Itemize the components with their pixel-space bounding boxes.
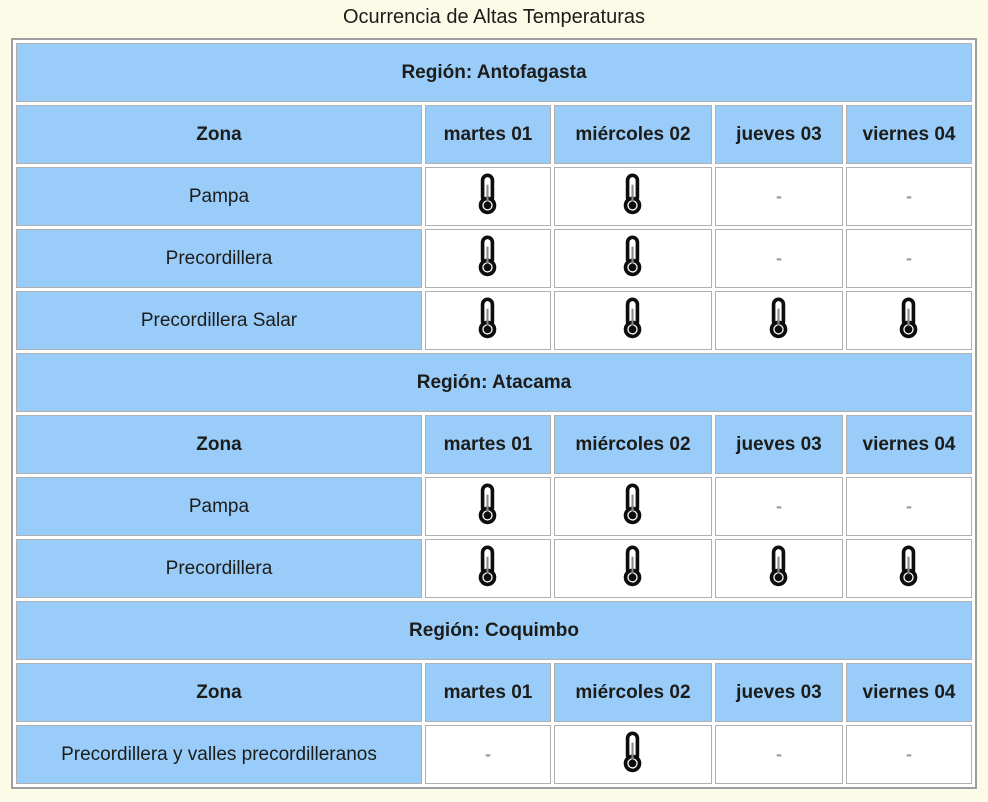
day-header-row: Zona martes 01 miércoles 02 jueves 03 vierne…	[15, 105, 973, 164]
empty-dash: -	[775, 743, 782, 764]
thermometer-icon	[618, 235, 647, 283]
zone-row: Pampa - -	[15, 167, 973, 226]
empty-dash: -	[905, 185, 912, 206]
zone-name-cell: Pampa	[15, 477, 422, 536]
day-value-cell	[424, 167, 551, 226]
day-column-header: jueves 03	[714, 415, 843, 474]
zone-column-header: Zona	[15, 415, 422, 474]
day-value-cell	[845, 291, 973, 350]
day-value-cell: -	[714, 167, 843, 226]
region-header-row: Región: Antofagasta	[15, 43, 973, 102]
region-header: Región: Atacama	[15, 353, 973, 412]
thermometer-icon	[618, 731, 647, 779]
day-column-header: martes 01	[424, 105, 551, 164]
zone-row: Precordillera Salar	[15, 291, 973, 350]
zone-column-header: Zona	[15, 105, 422, 164]
day-column-header: viernes 04	[845, 415, 973, 474]
day-value-cell	[424, 229, 551, 288]
thermometer-icon	[618, 297, 647, 345]
region-header: Región: Coquimbo	[15, 601, 973, 660]
zone-name-cell: Pampa	[15, 167, 422, 226]
day-value-cell	[424, 477, 551, 536]
zone-name-cell: Precordillera y valles precordilleranos	[15, 725, 422, 784]
day-value-cell	[553, 167, 712, 226]
empty-dash: -	[775, 495, 782, 516]
zone-row: Pampa - -	[15, 477, 973, 536]
day-value-cell	[553, 229, 712, 288]
day-value-cell: -	[714, 229, 843, 288]
thermometer-icon	[764, 297, 793, 345]
day-header-row: Zona martes 01 miércoles 02 jueves 03 vierne…	[15, 663, 973, 722]
day-header-row: Zona martes 01 miércoles 02 jueves 03 vierne…	[15, 415, 973, 474]
day-value-cell: -	[845, 477, 973, 536]
day-column-header: viernes 04	[845, 663, 973, 722]
day-value-cell	[714, 539, 843, 598]
day-value-cell: -	[845, 167, 973, 226]
day-column-header: miércoles 02	[553, 663, 712, 722]
zone-row: Precordillera	[15, 539, 973, 598]
region-header-row: Región: Coquimbo	[15, 601, 973, 660]
day-value-cell: -	[845, 725, 973, 784]
day-value-cell	[424, 539, 551, 598]
day-value-cell	[553, 477, 712, 536]
day-column-header: miércoles 02	[553, 105, 712, 164]
zone-column-header: Zona	[15, 663, 422, 722]
empty-dash: -	[775, 185, 782, 206]
day-value-cell	[553, 539, 712, 598]
day-column-header: viernes 04	[845, 105, 973, 164]
thermometer-icon	[894, 545, 923, 593]
temperature-table: Región: Antofagasta Zona martes 01 miércole…	[10, 38, 978, 789]
day-column-header: jueves 03	[714, 105, 843, 164]
empty-dash: -	[484, 743, 491, 764]
thermometer-icon	[473, 545, 502, 593]
day-value-cell: -	[424, 725, 551, 784]
empty-dash: -	[775, 247, 782, 268]
zone-name-cell: Precordillera Salar	[15, 291, 422, 350]
zone-row: Precordillera - -	[15, 229, 973, 288]
day-value-cell: -	[714, 477, 843, 536]
region-header-row: Región: Atacama	[15, 353, 973, 412]
thermometer-icon	[618, 483, 647, 531]
zone-name-cell: Precordillera	[15, 539, 422, 598]
day-value-cell	[714, 291, 843, 350]
thermometer-icon	[473, 483, 502, 531]
thermometer-icon	[618, 545, 647, 593]
day-column-header: martes 01	[424, 663, 551, 722]
day-value-cell	[424, 291, 551, 350]
day-value-cell	[845, 539, 973, 598]
region-header: Región: Antofagasta	[15, 43, 973, 102]
empty-dash: -	[905, 743, 912, 764]
empty-dash: -	[905, 247, 912, 268]
thermometer-icon	[618, 173, 647, 221]
day-value-cell	[553, 725, 712, 784]
day-value-cell	[553, 291, 712, 350]
day-column-header: miércoles 02	[553, 415, 712, 474]
thermometer-icon	[894, 297, 923, 345]
page-title: Ocurrencia de Altas Temperaturas	[342, 6, 645, 28]
day-column-header: jueves 03	[714, 663, 843, 722]
table-body: Región: Antofagasta Zona martes 01 miércole…	[15, 43, 973, 784]
zone-row: Precordillera y valles precordilleranos -…	[15, 725, 973, 784]
zone-name-cell: Precordillera	[15, 229, 422, 288]
thermometer-icon	[764, 545, 793, 593]
thermometer-icon	[473, 173, 502, 221]
empty-dash: -	[905, 495, 912, 516]
thermometer-icon	[473, 235, 502, 283]
day-column-header: martes 01	[424, 415, 551, 474]
day-value-cell: -	[714, 725, 843, 784]
thermometer-icon	[473, 297, 502, 345]
day-value-cell: -	[845, 229, 973, 288]
